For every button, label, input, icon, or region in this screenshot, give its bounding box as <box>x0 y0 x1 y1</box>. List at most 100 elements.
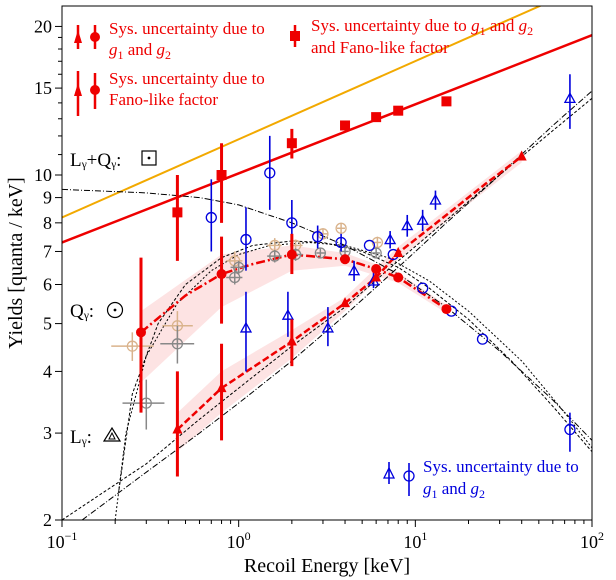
annotation-qy: Qᵧ: <box>70 301 124 322</box>
legend-red-fano: Sys. uncertainty due to Fano-like factor <box>74 69 265 116</box>
red-qy-point-0 <box>135 327 146 338</box>
annotation-qy-text: Qᵧ: <box>70 301 94 322</box>
gray-point-1 <box>160 325 195 364</box>
red-square-5 <box>393 105 404 116</box>
blue-ly-point-9 <box>563 92 577 103</box>
tan-point-6 <box>335 222 347 234</box>
triangle-inner-icon <box>108 431 116 440</box>
legend-blue-g1g2: Sys. uncertainty due to g1 and g2 <box>382 457 579 501</box>
red-ly-point-2 <box>286 335 297 346</box>
red-ly-point-3 <box>340 297 351 308</box>
annotation-ly-text: Lᵧ: <box>70 427 92 448</box>
legend-red2-line2: and Fano-like factor <box>311 38 449 57</box>
x-tick-base: 10 <box>227 532 245 552</box>
red-fit-line <box>62 34 592 244</box>
x-tick-exponent: −1 <box>65 529 78 543</box>
blue-ly-point-1 <box>281 308 295 320</box>
legend-blue-g2: g <box>471 479 480 498</box>
circle-symbol-icon <box>106 301 124 319</box>
legend-red1-g2: g <box>157 40 166 59</box>
band-qy <box>141 245 447 383</box>
gray-point-4 <box>267 249 282 263</box>
gray-point-2-marker <box>229 271 241 284</box>
legend-red1-g1-sub: 1 <box>118 48 124 62</box>
legend-red3-line2: Fano-like factor <box>109 90 218 109</box>
gray-point-6-marker <box>314 247 327 259</box>
y-tick-label-0: 2 <box>43 510 52 530</box>
legend-red1-g2-sub: 2 <box>165 48 171 62</box>
y-tick-label-1: 3 <box>43 423 52 443</box>
x-tick-label-3: 102 <box>580 529 604 552</box>
blue-qy-point-6 <box>363 239 376 252</box>
x-tick-label-0: 10−1 <box>47 529 78 552</box>
plot-frame <box>61 5 593 521</box>
red-qy-point-3 <box>340 254 351 265</box>
blue-ly-point-6 <box>401 219 414 231</box>
gray-point-4-marker <box>269 250 281 262</box>
y-tick-label-8: 10 <box>34 165 52 185</box>
legend-red2-g1-sub: 1 <box>480 24 486 38</box>
blue-ly-point-2 <box>321 321 335 333</box>
gray-point-6 <box>314 247 327 259</box>
x-tick-base: 10 <box>47 532 65 552</box>
legend-blue-g1-sub: 1 <box>432 487 438 501</box>
tan-point-2-marker <box>229 255 241 267</box>
red-square-2 <box>286 138 297 149</box>
y-tick-label-4: 6 <box>43 275 52 295</box>
y-tick-label-7: 9 <box>43 188 52 208</box>
y-tick-label-3: 5 <box>43 314 52 334</box>
blue-ly-point-3 <box>347 264 361 276</box>
legend-red2-g2: g <box>519 16 528 35</box>
red-qy-point-6 <box>441 304 452 315</box>
legend-red1-g1: g <box>109 40 118 59</box>
annotation-ly: Lᵧ: <box>70 426 122 448</box>
x-tick-exponent: 0 <box>245 529 251 543</box>
red-qy-point-2 <box>286 249 297 260</box>
y-tick-label-2: 4 <box>43 361 52 381</box>
tan-point-6-marker <box>335 222 347 234</box>
red-ly-point-6 <box>516 150 527 161</box>
red-qy-point-4 <box>371 264 382 275</box>
y-tick-label-10: 20 <box>34 16 52 36</box>
gray-point-0 <box>122 379 165 430</box>
legend-blue-g2-sub: 2 <box>479 487 485 501</box>
curve-qy-dotted <box>114 241 592 520</box>
x-axis-label: Recoil Energy [keV] <box>244 555 410 577</box>
blue-ly-point-8 <box>429 193 442 205</box>
gray-point-8-marker <box>370 247 382 259</box>
svg-text:Sys. uncertainty due to g1 and: Sys. uncertainty due to g1 and g2 <box>311 16 533 38</box>
y-tick-label-6: 8 <box>43 213 52 233</box>
gray-point-2 <box>226 270 243 285</box>
annotation-ly-qy: Lᵧ+Qᵧ: <box>70 150 157 171</box>
y-tick-label-5: 7 <box>43 241 52 261</box>
tan-point-0 <box>111 332 154 361</box>
square-symbol-icon <box>141 150 157 166</box>
gray-point-1-marker <box>171 338 184 350</box>
legend-red1-line1: Sys. uncertainty due to <box>109 19 265 38</box>
legend-red2-line1: Sys. uncertainty due to <box>311 16 471 35</box>
tan-point-7 <box>371 236 384 249</box>
blue-qy-point-3 <box>286 217 298 229</box>
blue-ly-point-5 <box>384 233 397 245</box>
svg-text:g1 and g2: g1 and g2 <box>109 40 171 62</box>
legend-red1-and: and <box>124 40 157 59</box>
square-dot-icon <box>147 156 151 160</box>
x-tick-base: 10 <box>403 532 421 552</box>
blue-qy-point-5 <box>335 236 347 249</box>
annotation-ly-qy-text: Lᵧ+Qᵧ: <box>70 150 121 171</box>
gray-point-3 <box>230 260 246 275</box>
uncertainty-bands <box>141 150 522 452</box>
legend-blue-line1: Sys. uncertainty due to <box>423 457 579 476</box>
blue-qy-point-0 <box>205 211 217 224</box>
legend-red2-g1: g <box>471 16 480 35</box>
x-tick-exponent: 1 <box>421 529 427 543</box>
legend-red2-g2-sub: 2 <box>527 24 533 38</box>
triangle-symbol-icon <box>102 426 122 442</box>
tan-point-7-marker <box>371 236 384 249</box>
gray-point-3-marker <box>233 261 245 273</box>
blue-qy-point-4 <box>312 231 324 243</box>
svg-text:Sys. uncertainty due to: Sys. uncertainty due to <box>109 19 265 38</box>
x-tick-label-1: 100 <box>227 529 251 552</box>
legend-red-fano-g1g2: Sys. uncertainty due to g1 and g2 and Fa… <box>290 16 533 57</box>
red-ly-point-4 <box>371 271 382 282</box>
